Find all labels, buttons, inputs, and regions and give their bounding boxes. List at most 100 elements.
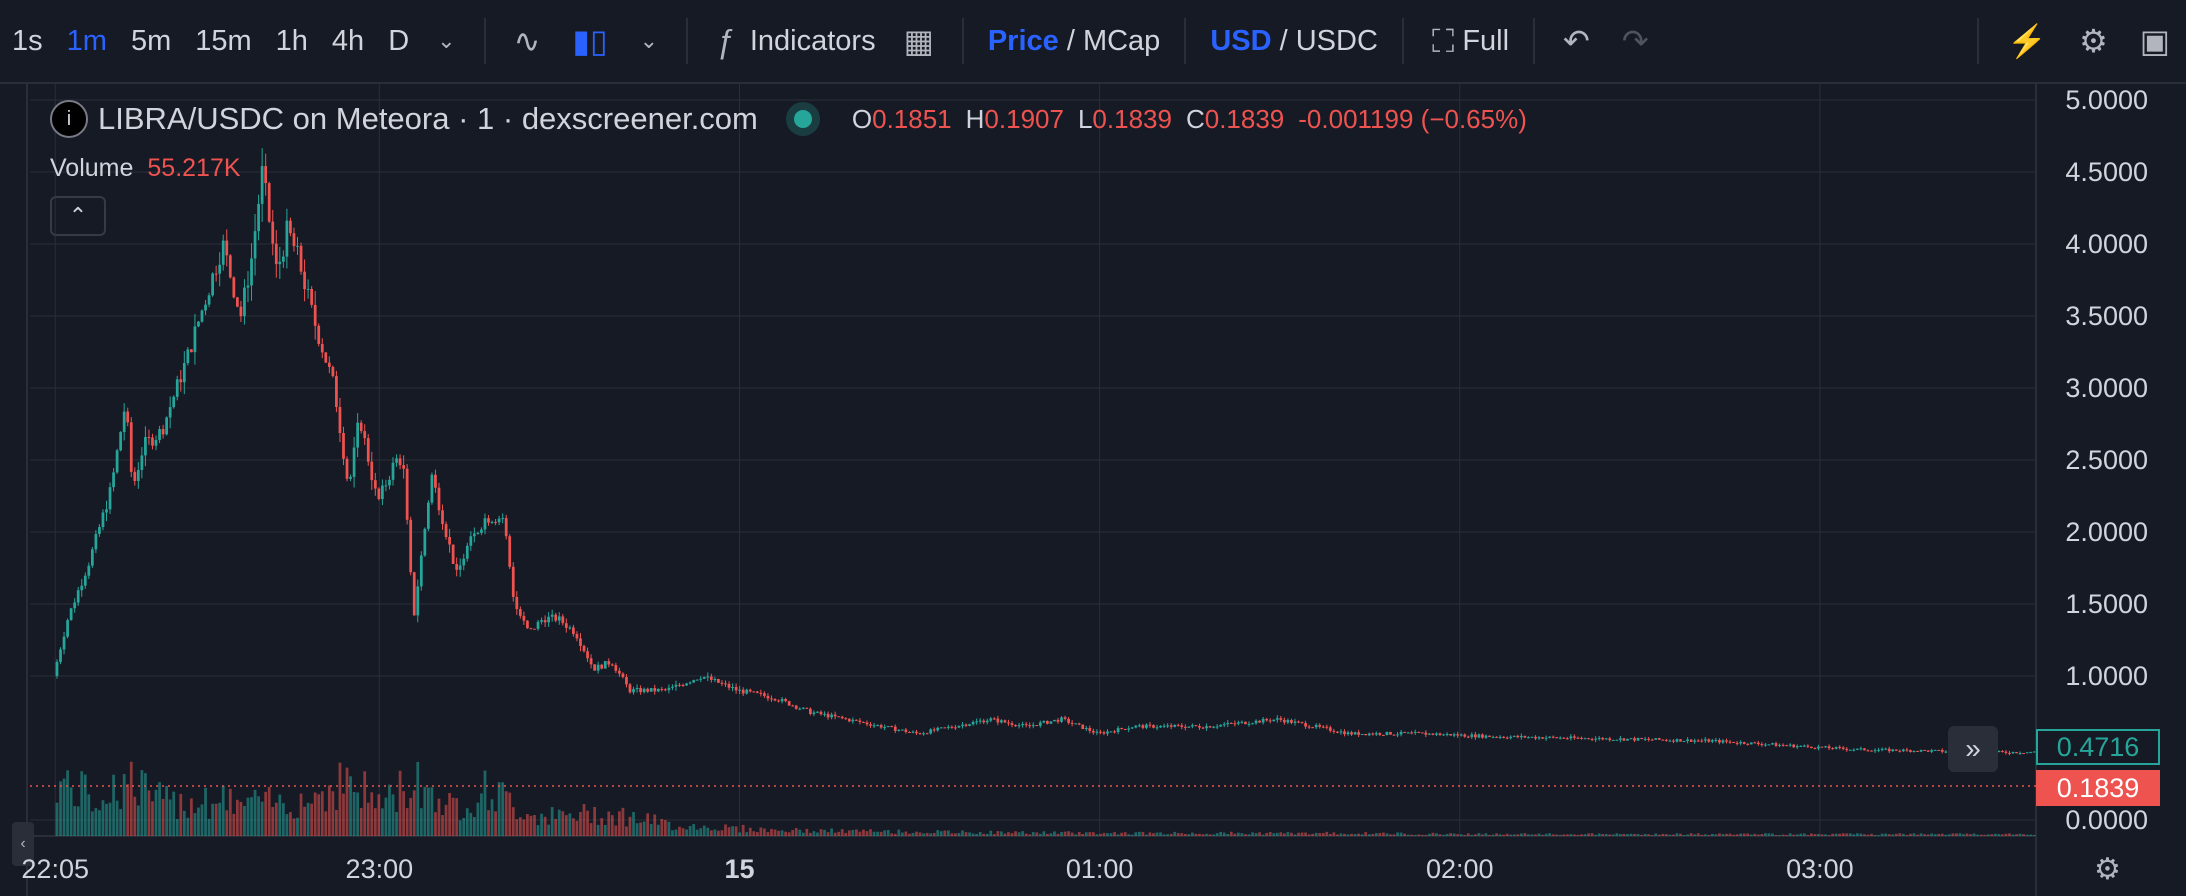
mcap-option[interactable]: MCap (1082, 25, 1161, 57)
volume-bar (377, 794, 381, 836)
volume-bar (1746, 833, 1750, 836)
volume-bar (1367, 834, 1371, 836)
volume-bar (837, 831, 841, 836)
interval-1m[interactable]: 1m (66, 25, 107, 57)
camera-icon[interactable]: ▣ (2139, 23, 2170, 59)
fullscreen-icon[interactable]: ⛶ (1431, 23, 1455, 59)
volume-bar (1502, 834, 1506, 836)
candle-body (862, 722, 865, 724)
undo-icon[interactable]: ↶ (1563, 23, 1590, 59)
volume-bar (1116, 834, 1120, 836)
currency-toggle[interactable]: USD / USDC (1198, 0, 1390, 83)
candle-body (1707, 739, 1711, 742)
volume-bar (1845, 833, 1849, 836)
chevron-down-icon[interactable]: ⌄ (639, 28, 659, 53)
volume-bar (734, 826, 738, 836)
volume-bar (1350, 833, 1353, 836)
volume-bar (911, 832, 915, 836)
chart-settings-icon[interactable]: ⚙ (2094, 853, 2121, 886)
candle-body (1396, 734, 1399, 736)
candle-body (271, 221, 275, 244)
candle-body (1937, 749, 1941, 751)
layout-grid-icon[interactable]: ▦ (903, 23, 934, 59)
candle-body (568, 627, 572, 629)
gear-icon[interactable]: ⚙ (2079, 23, 2108, 59)
volume-bar (1477, 833, 1481, 836)
volume-bar (388, 784, 391, 836)
volume-bar (1219, 831, 1223, 836)
volume-bar (1106, 833, 1109, 836)
volume-bar (2029, 834, 2033, 836)
candle-body (441, 510, 444, 525)
line-chart-icon[interactable]: ∿ (513, 23, 541, 59)
full-button[interactable]: Full (1462, 25, 1510, 57)
price-option[interactable]: Price (987, 25, 1059, 57)
volume-bar (865, 831, 869, 836)
interval-d[interactable]: D (388, 25, 410, 57)
candle-body (1152, 725, 1155, 728)
info-icon[interactable]: i (50, 100, 88, 138)
volume-bar (303, 806, 306, 836)
symbol-title: LIBRA/USDC on Meteora · 1 · dexscreener.… (98, 101, 758, 136)
redo-icon[interactable]: ↷ (1621, 23, 1649, 59)
volume-bar (1205, 833, 1208, 836)
scroll-to-realtime-button[interactable]: » (1948, 726, 1998, 772)
candle-body (561, 616, 565, 624)
toolbar-divider (1977, 18, 1980, 64)
x-tick-label: 22:05 (21, 854, 89, 884)
current-price-tag: 0.1839 (2036, 770, 2160, 806)
volume-bar (1587, 833, 1590, 836)
volume-bar (133, 796, 137, 836)
candle-body (1739, 742, 1743, 744)
candle-body (1014, 725, 1017, 727)
candle-body (1091, 730, 1095, 733)
candle-body (1261, 718, 1265, 723)
indicators-button[interactable]: Indicators (749, 25, 876, 57)
volume-bar (603, 824, 607, 836)
volume-bar (1488, 834, 1491, 836)
candle-body (975, 721, 978, 723)
usd-option[interactable]: USD (1210, 25, 1272, 57)
function-icon[interactable]: ƒ (716, 23, 734, 59)
interval-1s[interactable]: 1s (12, 25, 43, 57)
candle-body (1063, 717, 1067, 719)
chevron-down-icon[interactable]: ⌄ (437, 28, 456, 53)
interval-5m[interactable]: 5m (130, 25, 172, 57)
candle-body (1806, 745, 1810, 747)
volume-bar (1965, 833, 1969, 836)
candle-body (207, 295, 211, 305)
volume-bar (1265, 832, 1269, 836)
candle-body (133, 471, 137, 481)
candle-body (833, 714, 837, 717)
candle-body (1696, 740, 1700, 742)
volume-bar (1215, 833, 1219, 836)
market-status-icon (793, 110, 812, 128)
volume-bar (1060, 832, 1063, 836)
candle-body (296, 245, 299, 247)
collapse-left-panel-icon[interactable]: ‹ (12, 822, 34, 866)
volume-bar (1325, 831, 1329, 836)
collapse-legend-button[interactable]: ⌃ (50, 196, 106, 236)
candle-body (197, 321, 200, 327)
volume-bar (190, 798, 193, 836)
volume-bar (610, 815, 614, 836)
interval-15m[interactable]: 15m (195, 25, 252, 57)
interval-4h[interactable]: 4h (331, 25, 365, 57)
candle-body (876, 725, 879, 727)
interval-1h[interactable]: 1h (275, 25, 308, 57)
candle-body (621, 673, 625, 678)
alert-icon[interactable]: ⚡ (2007, 23, 2048, 59)
candles-icon[interactable]: ▮▯ (572, 23, 608, 59)
candle-body (1187, 726, 1191, 728)
volume-bar (1420, 834, 1424, 836)
usdc-option[interactable]: USDC (1295, 25, 1378, 57)
price-mcap-toggle[interactable]: Price / MCap (976, 0, 1173, 83)
volume-bar (1933, 834, 1937, 836)
candle-body (649, 688, 653, 692)
volume-bar (1781, 834, 1785, 836)
volume-bar (1084, 832, 1088, 836)
candle-body (734, 687, 738, 691)
candle-body (1583, 738, 1587, 740)
volume-bar (897, 829, 901, 836)
